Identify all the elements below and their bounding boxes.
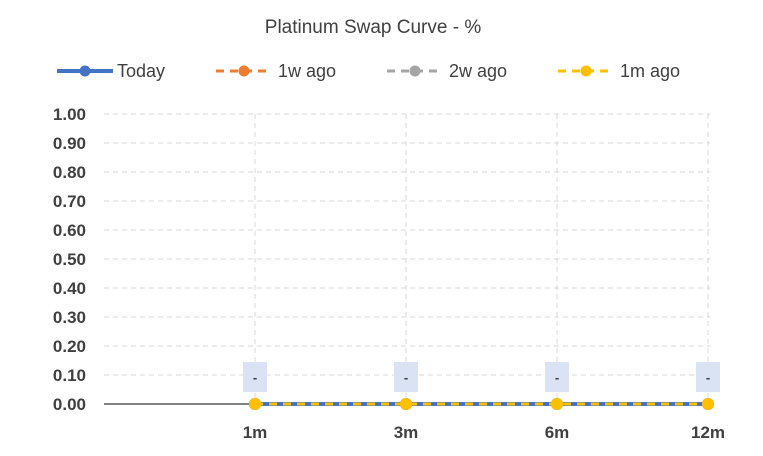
legend-label-1: 1w ago — [278, 61, 336, 81]
data-point — [249, 398, 261, 410]
y-tick-label: 0.40 — [53, 279, 86, 298]
data-label: - — [545, 362, 569, 392]
x-tick-label: 1m — [243, 423, 268, 442]
y-tick-label: 0.80 — [53, 163, 86, 182]
legend-label-0: Today — [117, 61, 165, 81]
data-point — [400, 398, 412, 410]
data-label: - — [394, 362, 418, 392]
legend-marker-0 — [79, 65, 91, 77]
y-axis: 1.00 0.90 0.80 0.70 0.60 0.50 0.40 0.30 0.20 0.10… — [53, 105, 86, 414]
y-tick-label: 0.50 — [53, 250, 86, 269]
data-label-box — [394, 362, 418, 392]
data-label-text: - — [555, 370, 559, 385]
data-labels: ---- — [243, 362, 720, 392]
data-label-box — [545, 362, 569, 392]
data-label-text: - — [253, 370, 257, 385]
y-tick-label: 0.00 — [53, 395, 86, 414]
data-point — [702, 398, 714, 410]
legend-item-3: 1m ago — [558, 61, 680, 81]
y-tick-label: 0.60 — [53, 221, 86, 240]
y-tick-label: 0.20 — [53, 337, 86, 356]
y-tick-label: 0.30 — [53, 308, 86, 327]
data-label-text: - — [404, 370, 408, 385]
legend-marker-1 — [238, 65, 250, 77]
data-point — [551, 398, 563, 410]
legend-label-2: 2w ago — [449, 61, 507, 81]
series-group — [249, 398, 714, 410]
x-axis: 1m 3m 6m 12m — [104, 403, 725, 442]
data-label-box — [243, 362, 267, 392]
data-label-box — [696, 362, 720, 392]
legend: Today 1w ago 2w ago 1m ago — [57, 61, 680, 81]
legend-label-3: 1m ago — [620, 61, 680, 81]
legend-item-2: 2w ago — [387, 61, 507, 81]
data-label: - — [243, 362, 267, 392]
y-tick-label: 0.90 — [53, 134, 86, 153]
gridlines — [104, 113, 710, 404]
data-label: - — [696, 362, 720, 392]
legend-item-0: Today — [57, 61, 165, 81]
legend-marker-3 — [580, 65, 592, 77]
x-tick-label: 3m — [394, 423, 419, 442]
chart-title: Platinum Swap Curve - % — [265, 17, 482, 38]
x-tick-label: 6m — [545, 423, 570, 442]
y-tick-label: 0.70 — [53, 192, 86, 211]
x-tick-label: 12m — [691, 423, 725, 442]
legend-marker-2 — [409, 65, 421, 77]
y-tick-label: 0.10 — [53, 366, 86, 385]
y-tick-label: 1.00 — [53, 105, 86, 124]
data-label-text: - — [706, 370, 710, 385]
legend-item-1: 1w ago — [216, 61, 336, 81]
